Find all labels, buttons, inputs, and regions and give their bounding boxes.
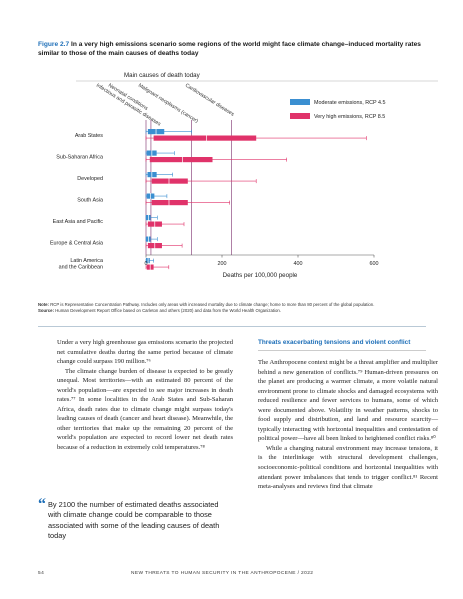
category-label: Sub-Saharan Africa — [56, 155, 103, 161]
x-tick-label: 0 — [145, 261, 148, 267]
x-tick-label: 400 — [294, 261, 303, 267]
category-label: Latin America — [70, 258, 103, 264]
legend-swatch — [290, 99, 310, 105]
figure-notes: Note: RCP is Representative Concentratio… — [38, 302, 438, 314]
note-label: Note: — [38, 302, 49, 307]
left-column: Under a very high greenhouse gas emissio… — [57, 338, 233, 453]
right-column: The Anthropocene context might be a thre… — [258, 358, 438, 492]
figure-caption: In a very high emissions scenario some r… — [38, 41, 421, 57]
page-number: 54 — [38, 571, 45, 576]
right-paragraph-2: While a changing natural environment may… — [258, 444, 438, 491]
x-tick-label: 600 — [370, 261, 379, 267]
cause-header: Main causes of death today — [124, 72, 201, 79]
running-title: NEW THREATS TO HUMAN SECURITY IN THE ANT… — [131, 571, 314, 576]
category-label: Europe & Central Asia — [50, 241, 103, 247]
source-label: Source: — [38, 308, 54, 313]
figure-number: Figure 2.7 — [38, 41, 70, 48]
legend-label: Moderate emissions, RCP 4.5 — [314, 100, 386, 106]
note-text: RCP is Representative Concentration Path… — [50, 302, 375, 307]
legend-swatch — [290, 113, 310, 119]
section-rule — [258, 350, 426, 351]
category-label: East Asia and Pacific — [53, 219, 104, 225]
category-label: Arab States — [75, 133, 103, 139]
left-paragraph-1: Under a very high greenhouse gas emissio… — [57, 339, 233, 366]
section-heading: Threats exacerbating tensions and violen… — [258, 339, 411, 346]
legend-label: Very high emissions, RCP 8.5 — [314, 114, 385, 120]
right-paragraph-1: The Anthropocene context might be a thre… — [258, 359, 438, 443]
reference-label: Cardiovascular diseases — [184, 83, 235, 118]
left-paragraph-2: The climate change burden of disease is … — [57, 367, 233, 452]
source-text: Human Development Report Office based on… — [55, 308, 281, 313]
mortality-chart: Main causes of death today Infectious and… — [38, 68, 438, 300]
category-label: Developed — [77, 176, 103, 182]
x-tick-label: 200 — [218, 261, 227, 267]
quote-mark-icon: “ — [38, 496, 46, 513]
pull-quote: By 2100 the number of estimated deaths a… — [48, 500, 220, 541]
figure-title: Figure 2.7 In a very high emissions scen… — [38, 40, 438, 58]
category-label: South Asia — [77, 198, 103, 204]
x-axis-label: Deaths per 100,000 people — [223, 272, 298, 279]
section-divider — [38, 326, 426, 327]
category-label: and the Caribbean — [59, 265, 103, 271]
